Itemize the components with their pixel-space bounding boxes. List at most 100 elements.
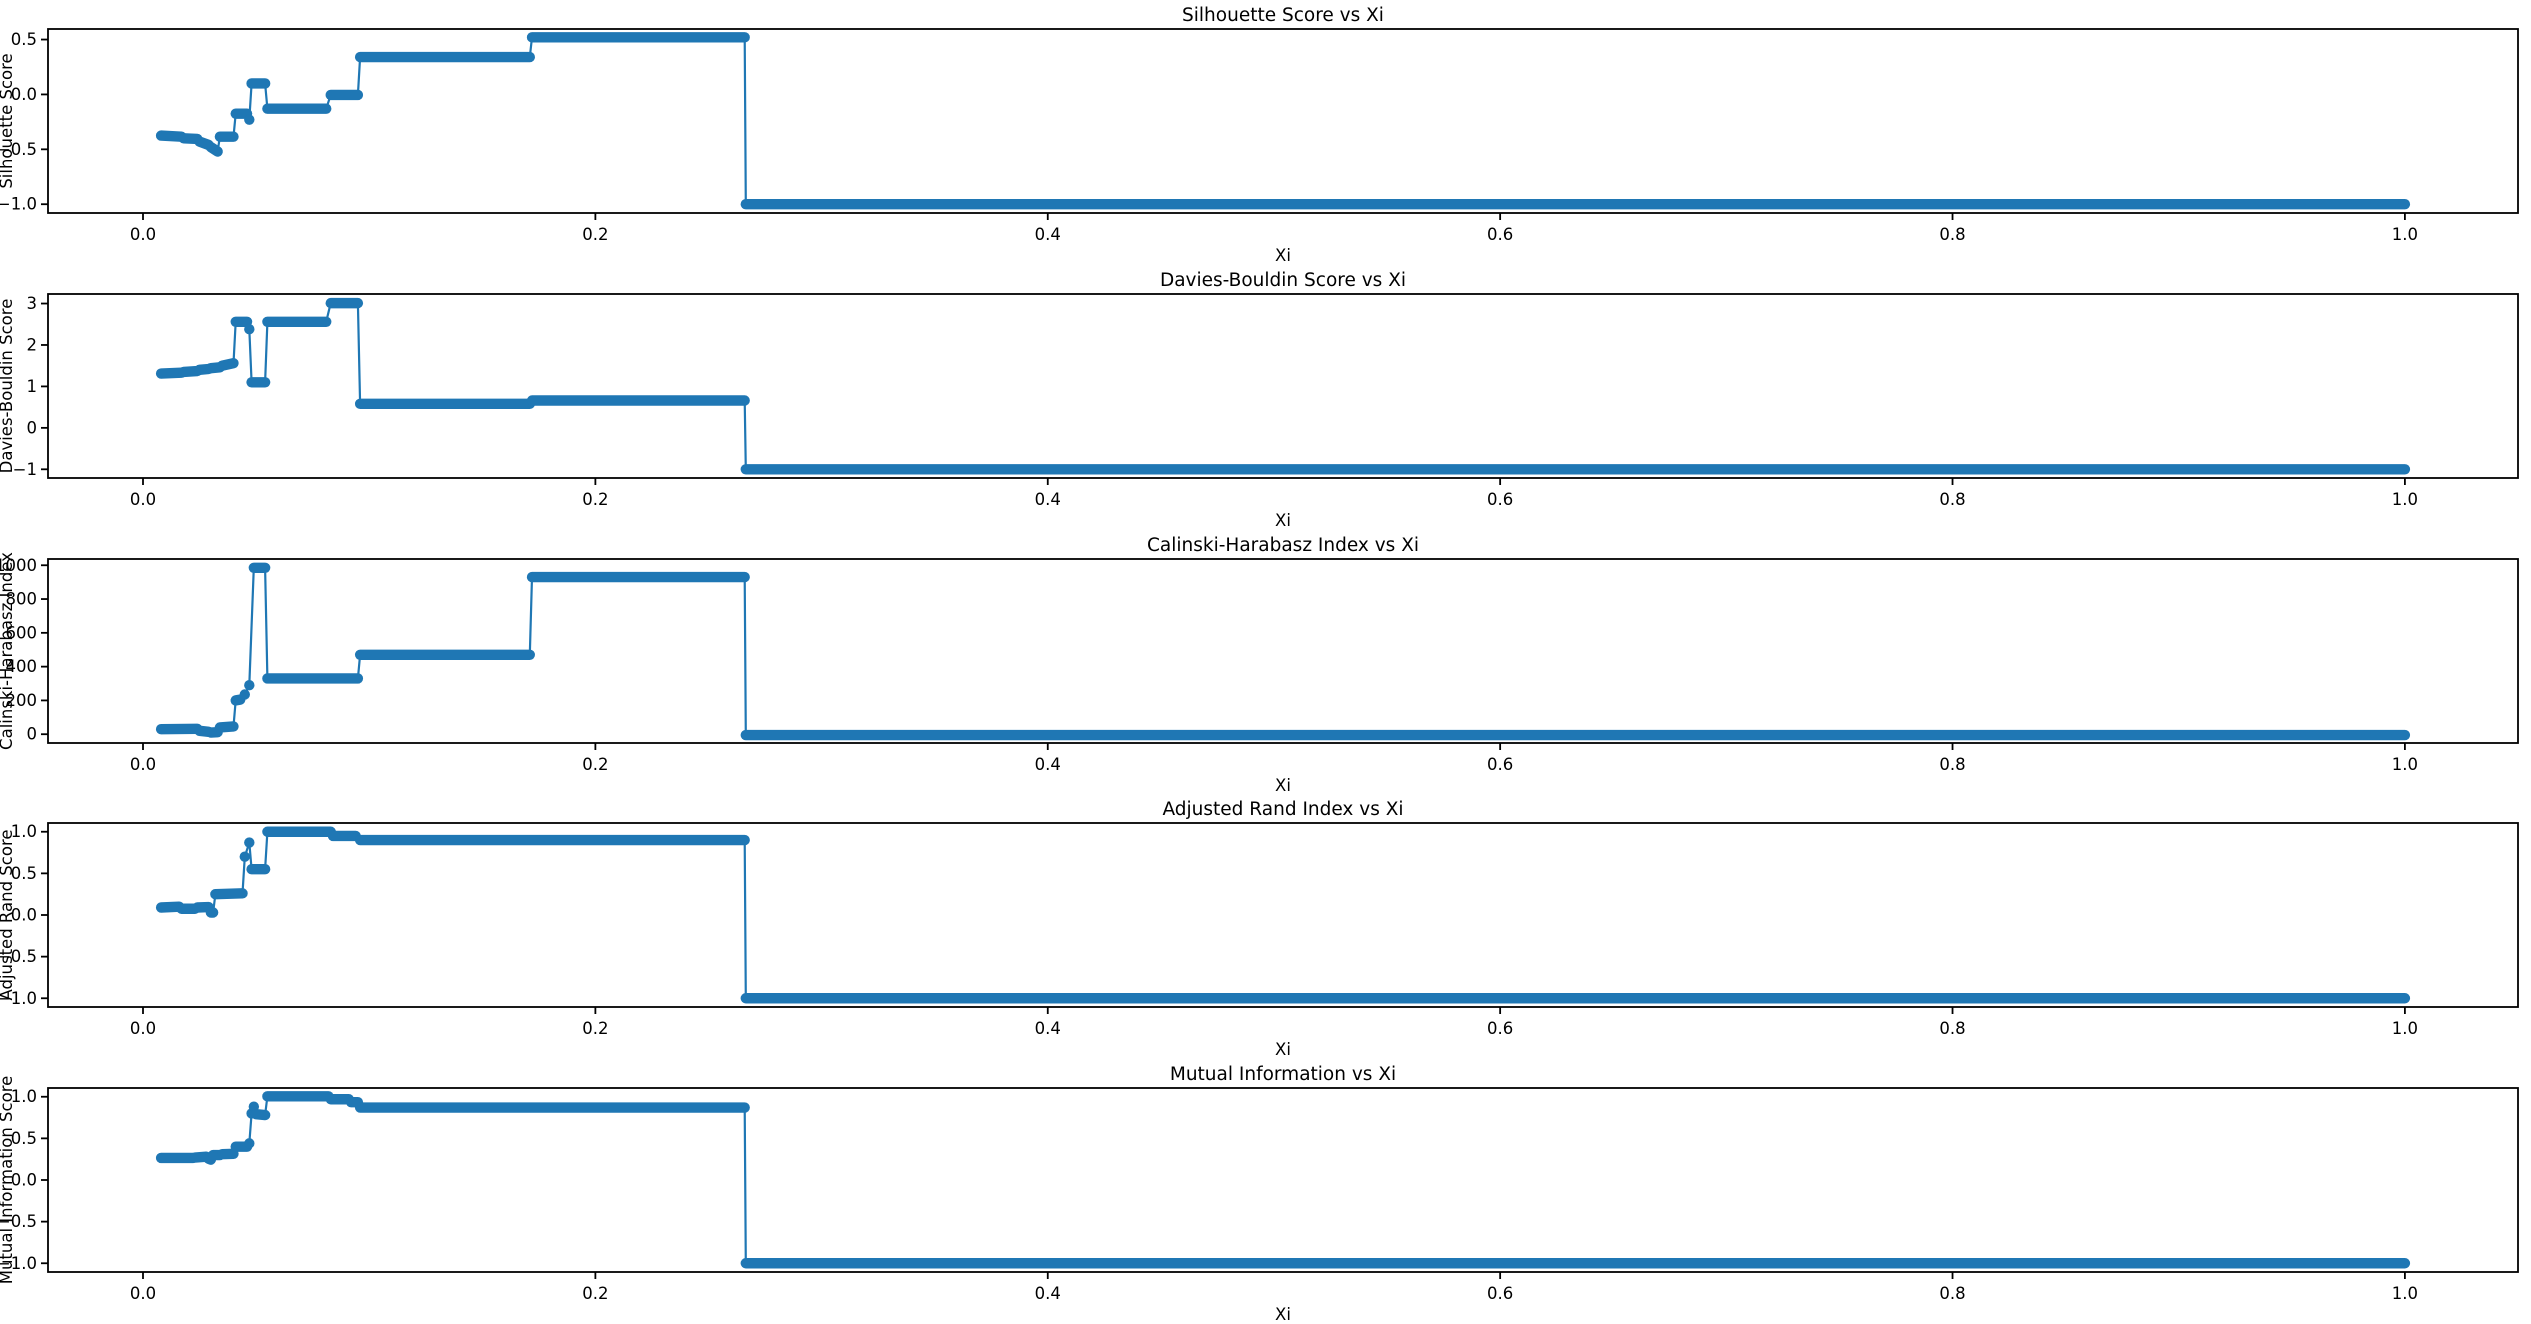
x-tick-label: 0.6 [1487, 1019, 1513, 1038]
x-tick-label: 0.8 [1939, 490, 1965, 509]
plot-frame [47, 1087, 2519, 1274]
x-tick-label: 0.4 [1035, 225, 1061, 244]
chart-title: Calinski-Harabasz Index vs Xi [1147, 535, 1419, 556]
series-line [161, 830, 2405, 1000]
chart-title: Mutual Information vs Xi [1170, 1064, 1396, 1085]
x-tick-label: 0.8 [1939, 1284, 1965, 1303]
series-marker-band [155, 901, 185, 914]
series-marker [244, 323, 255, 335]
series-line [161, 301, 2405, 471]
series-marker [244, 114, 255, 125]
series [155, 32, 2411, 210]
y-tick-label: 2 [27, 335, 38, 354]
x-tick-label: 0.2 [582, 1019, 608, 1038]
y-tick-label: −0.5 [0, 948, 37, 967]
series [155, 1091, 2411, 1269]
x-axis: 0.0 0.2 0.4 0.6 0.8 1.0 Xi [130, 1007, 2418, 1059]
x-tick-label: 0.2 [582, 225, 608, 244]
y-tick-label: 0 [27, 418, 38, 437]
x-tick-label: 0.6 [1487, 1284, 1513, 1303]
y-axis: 0.5 0.0 −0.5 −1.0 Silhouette Score [0, 30, 48, 214]
y-tick-label: 3 [27, 294, 38, 313]
y-tick-label: −0.5 [0, 1212, 37, 1231]
y-axis-label: Davies-Bouldin Score [0, 298, 16, 473]
series-marker-band [216, 357, 239, 371]
y-axis-label: Mutual Information Score [0, 1076, 16, 1285]
chart-title: Silhouette Score vs Xi [1182, 5, 1384, 26]
x-tick-label: 0.6 [1487, 490, 1513, 509]
y-axis-label: Adjusted Rand Score [0, 830, 16, 1001]
x-tick-label: 0.2 [582, 755, 608, 774]
series-marker [244, 837, 255, 849]
y-tick-label: 0 [27, 724, 38, 743]
series [155, 826, 2411, 1004]
y-tick-label: 400 [6, 657, 38, 676]
x-axis: 0.0 0.2 0.4 0.6 0.8 1.0 Xi [130, 742, 2418, 795]
x-tick-label: 0.0 [130, 1019, 156, 1038]
y-tick-label: 0.5 [11, 864, 37, 883]
y-axis: 1000 800 600 400 200 0 Calinski-Harabasz Index [0, 551, 48, 750]
x-tick-label: 0.2 [582, 490, 608, 509]
x-tick-label: 1.0 [2392, 755, 2418, 774]
x-axis-label: Xi [1275, 246, 1291, 265]
y-tick-label: 1000 [0, 555, 37, 574]
y-tick-label: 600 [6, 623, 38, 642]
chart-title: Davies-Bouldin Score vs Xi [1160, 270, 1406, 291]
series-marker-band [155, 130, 187, 142]
x-tick-label: 0.6 [1487, 755, 1513, 774]
chart-calinski-harabasz: Calinski-Harabasz Index vs Xi 0.0 0.2 0.4 0.… [0, 535, 2519, 795]
x-axis-label: Xi [1275, 1040, 1291, 1059]
y-axis-label: Calinski-Harabasz Index [0, 551, 16, 749]
x-tick-label: 0.0 [130, 225, 156, 244]
series-line [161, 36, 2405, 206]
series [155, 562, 2411, 740]
y-axis-label: Silhouette Score [0, 53, 16, 188]
y-tick-label: 1.0 [11, 1087, 37, 1106]
y-tick-label: −1.0 [0, 195, 37, 214]
x-tick-label: 0.0 [130, 490, 156, 509]
x-axis-label: Xi [1275, 1305, 1291, 1324]
x-tick-label: 1.0 [2392, 490, 2418, 509]
series [155, 297, 2411, 475]
x-tick-label: 0.2 [582, 1284, 608, 1303]
y-tick-label: 1.0 [11, 823, 37, 842]
x-tick-label: 0.4 [1035, 1284, 1061, 1303]
y-tick-label: 0.5 [11, 1129, 37, 1148]
x-axis: 0.0 0.2 0.4 0.6 0.8 1.0 Xi [130, 1272, 2418, 1324]
x-tick-label: 0.0 [130, 755, 156, 774]
series-marker-band [178, 133, 203, 145]
x-tick-label: 0.8 [1939, 225, 1965, 244]
x-tick-label: 0.0 [130, 1284, 156, 1303]
series-marker-band [250, 1109, 271, 1121]
series-marker-band [230, 693, 246, 706]
series-marker-band [155, 367, 187, 379]
y-tick-label: −1 [13, 460, 37, 479]
chart-title: Adjusted Rand Index vs Xi [1162, 799, 1403, 820]
series-marker-band [210, 888, 248, 900]
y-tick-label: −1.0 [0, 989, 37, 1008]
x-tick-label: 1.0 [2392, 225, 2418, 244]
x-tick-label: 1.0 [2392, 1019, 2418, 1038]
chart-davies-bouldin: Davies-Bouldin Score vs Xi 0.0 0.2 0.4 0.6 0.… [0, 270, 2519, 530]
series-marker-band [205, 141, 223, 157]
x-tick-label: 0.8 [1939, 1019, 1965, 1038]
series-marker [239, 851, 250, 863]
x-axis-label: Xi [1275, 511, 1291, 530]
y-tick-label: −0.5 [0, 140, 37, 159]
series-marker [244, 1138, 255, 1149]
y-tick-label: 0.5 [11, 30, 37, 49]
chart-mutual-information: Mutual Information vs Xi 0.0 0.2 0.4 0.6 0.8 1… [0, 1064, 2519, 1324]
y-tick-label: 0.0 [11, 906, 37, 925]
series-marker [244, 679, 255, 691]
y-tick-label: −1.0 [0, 1254, 37, 1273]
y-tick-label: 0.0 [11, 1171, 37, 1190]
x-axis: 0.0 0.2 0.4 0.6 0.8 1.0 Xi [130, 213, 2418, 265]
x-tick-label: 0.4 [1035, 755, 1061, 774]
x-tick-label: 0.4 [1035, 1019, 1061, 1038]
x-tick-label: 0.4 [1035, 490, 1061, 509]
x-tick-label: 0.8 [1939, 755, 1965, 774]
